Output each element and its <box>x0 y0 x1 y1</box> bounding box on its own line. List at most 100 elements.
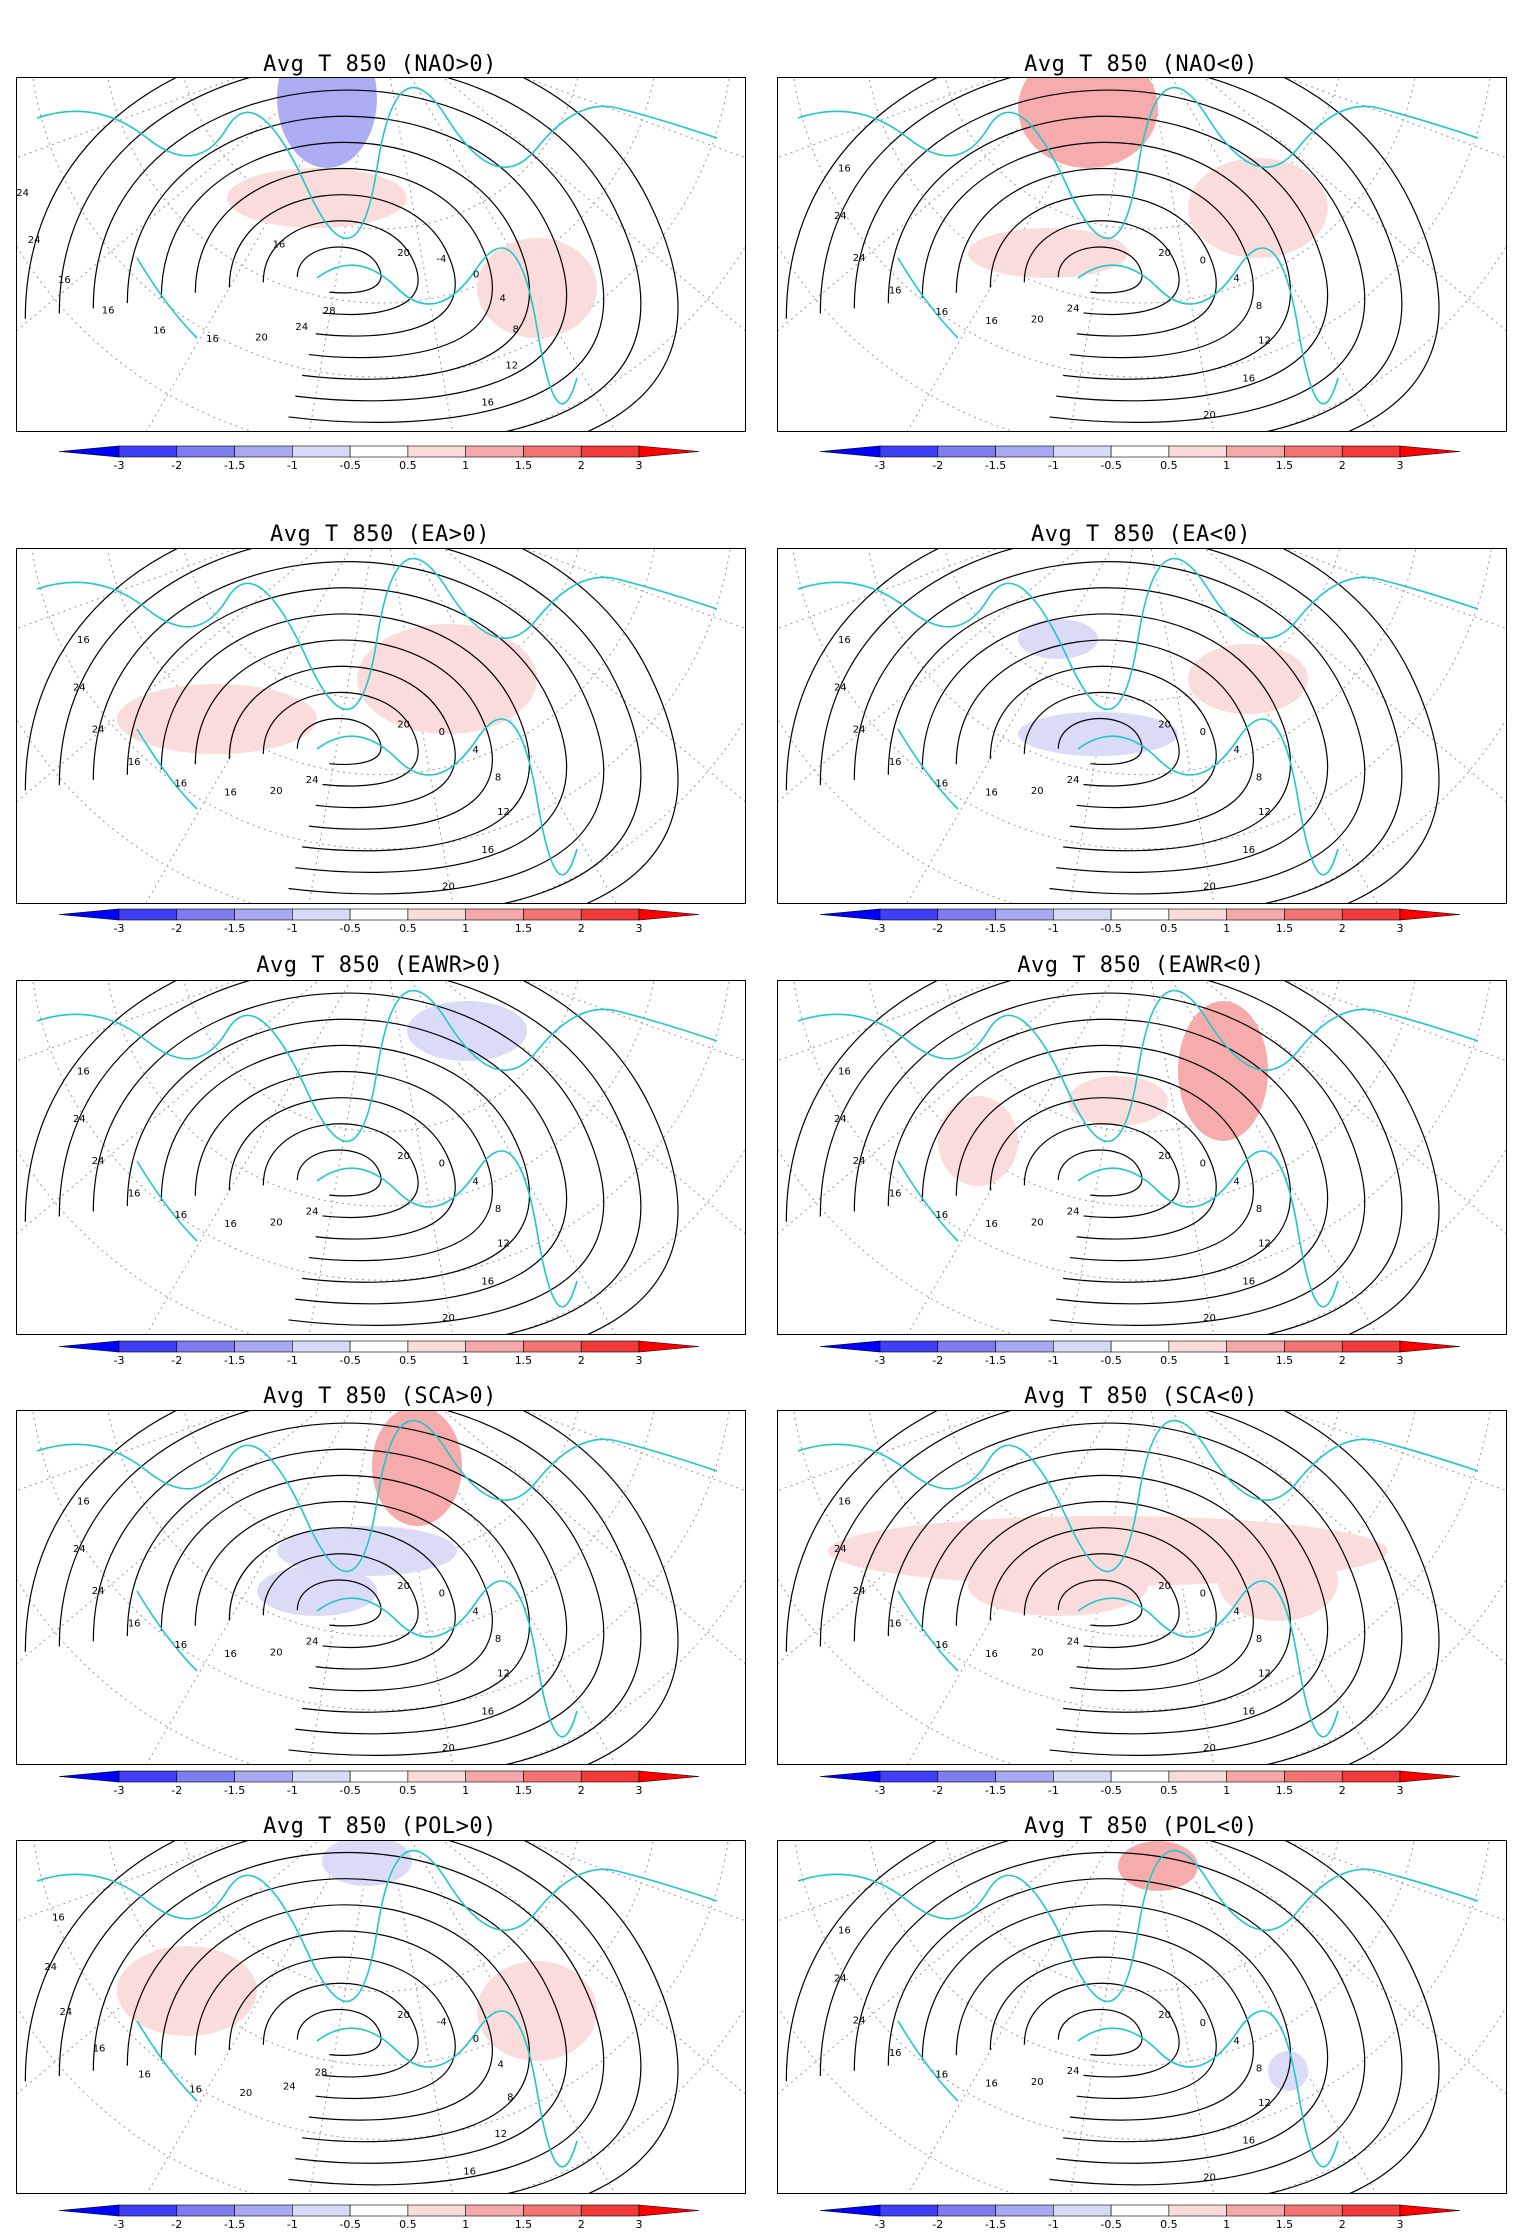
contour-label: 0 <box>473 2034 479 2045</box>
colorbar-segment <box>879 445 939 458</box>
contour-label: 16 <box>481 845 494 856</box>
colorbar-tick-label: 0.5 <box>399 922 417 935</box>
colorbar-tick-label: 1 <box>462 1354 469 1367</box>
colorbar-segment <box>1110 2204 1170 2217</box>
anomaly-area <box>1178 1001 1268 1141</box>
isotherm-contour <box>1023 1982 1180 2078</box>
contour-label: 20 <box>397 1151 410 1162</box>
contour-label: 24 <box>28 235 41 246</box>
colorbar-segment <box>879 1770 939 1783</box>
colorbar-tick-label: 3 <box>1397 459 1404 472</box>
colorbar-segment <box>465 445 524 458</box>
contour-label: 4 <box>1233 274 1239 285</box>
contour-label: 4 <box>472 1177 478 1188</box>
contour-label: 20 <box>1158 2010 1171 2021</box>
colorbar-segment <box>1284 1770 1343 1783</box>
contour-label: 0 <box>1200 255 1206 266</box>
colorbar-tick-label: -1.5 <box>224 459 245 472</box>
isotherm-contour <box>160 1044 530 1283</box>
contour-label: 16 <box>174 1640 187 1651</box>
map-frame: 2004812162024282420161616242416 <box>16 548 746 904</box>
isotherm-contour <box>24 78 679 431</box>
colorbar-tick-label: -1.5 <box>224 1784 245 1797</box>
anomaly-area <box>968 228 1128 278</box>
isotherm-contour <box>887 115 1329 402</box>
colorbar-max-arrow <box>1399 1340 1461 1353</box>
map-plot: 2004812162024282420161616242416 <box>17 549 745 903</box>
contour-label: 20 <box>1031 786 1044 797</box>
colorbar-min-arrow <box>58 2204 120 2217</box>
contour-label: 20 <box>397 1581 410 1592</box>
contour-label: 16 <box>985 1219 998 1230</box>
colorbar-segment <box>1341 1770 1401 1783</box>
colorbar: -3 -2 -1.5 -1 -0.5 0.5 1 1.5 2 3 <box>58 908 700 935</box>
isotherm-contour <box>24 1411 679 1764</box>
colorbar-tick-label: 3 <box>636 1354 643 1367</box>
colorbar-tick-label: -1.5 <box>985 2218 1006 2231</box>
contour-label: 16 <box>153 325 166 336</box>
contour-label: 24 <box>44 1962 57 1973</box>
colorbar-tick-label: 1.5 <box>515 922 533 935</box>
isotherm-contour <box>921 1044 1291 1283</box>
contour-label: 20 <box>1031 1647 1044 1658</box>
colorbar-segment <box>1168 1340 1227 1353</box>
isotherm-contour <box>1023 1553 1180 1649</box>
contour-label: 16 <box>93 2043 106 2054</box>
colorbar-tick-label: -1 <box>1048 2218 1059 2231</box>
map-plot: 2004812162024282420161616242416 <box>17 1411 745 1764</box>
contour-label: 16 <box>224 1219 237 1230</box>
contour-label: 20 <box>1203 882 1216 893</box>
colorbar-tick-label: 1.5 <box>1276 922 1294 935</box>
colorbar-segment <box>1053 1340 1112 1353</box>
contour-label: 20 <box>1031 1217 1044 1228</box>
contour-label: 12 <box>497 1239 510 1250</box>
colorbar-tick-label: -0.5 <box>1100 1784 1121 1797</box>
colorbar: -3 -2 -1.5 -1 -0.5 0.5 1 1.5 2 3 <box>819 445 1461 472</box>
isotherm-contour <box>989 1956 1217 2100</box>
contour-label: 20 <box>239 2088 252 2099</box>
colorbar-segment <box>1341 908 1401 921</box>
isotherm-contour <box>92 1422 605 1756</box>
colorbar-tick-label: 1 <box>1223 1354 1230 1367</box>
isotherm-contour <box>1023 220 1180 316</box>
isotherm-contour <box>989 665 1217 809</box>
colorbar-tick-label: 3 <box>636 2218 643 2231</box>
colorbar-tick-label: 0.5 <box>1160 1354 1178 1367</box>
contour-label: 28 <box>315 2068 328 2079</box>
isotherm-contour <box>296 1579 382 1627</box>
contour-label: 16 <box>1242 1276 1255 1287</box>
colorbar-tick-label: -1.5 <box>224 1354 245 1367</box>
colorbar-tick-label: -1 <box>1048 922 1059 935</box>
colorbar-segment <box>995 445 1054 458</box>
colorbar-segment <box>407 908 466 921</box>
colorbar-segment <box>465 1340 524 1353</box>
isotherm-contour <box>887 587 1329 873</box>
contour-label: 0 <box>439 1158 445 1169</box>
contour-label: 20 <box>270 1217 283 1228</box>
isotherm-contour <box>92 89 605 423</box>
colorbar-segment <box>937 445 996 458</box>
contour-label: 16 <box>935 307 948 318</box>
contour-label: 20 <box>1031 2077 1044 2088</box>
contour-label: 20 <box>1158 1581 1171 1592</box>
isotherm-contour <box>194 1500 493 1692</box>
isotherm-contour <box>126 1448 568 1735</box>
anomaly-area <box>227 168 407 228</box>
isotherm-contour <box>228 665 456 809</box>
colorbar-tick-label: 1.5 <box>1276 1784 1294 1797</box>
map-frame: 2004812162024282420161616242416 <box>16 1410 746 1765</box>
contour-label: 16 <box>481 1276 494 1287</box>
colorbar-segment <box>349 2204 409 2217</box>
panel-title: Avg T 850 (SCA>0) <box>263 1384 497 1409</box>
colorbar-segment <box>176 1770 235 1783</box>
colorbar-tick-label: -0.5 <box>1100 459 1121 472</box>
colorbar-tick-label: 0.5 <box>399 459 417 472</box>
colorbar-segment <box>1110 1340 1170 1353</box>
colorbar-segment <box>292 908 351 921</box>
colorbar-tick-label: 0.5 <box>1160 459 1178 472</box>
contour-label: 16 <box>481 397 494 408</box>
colorbar-tick-label: 1 <box>462 1784 469 1797</box>
contour-label: 24 <box>834 683 847 694</box>
isotherm-contour <box>228 1097 456 1240</box>
colorbar-tick-label: -0.5 <box>339 1354 360 1367</box>
